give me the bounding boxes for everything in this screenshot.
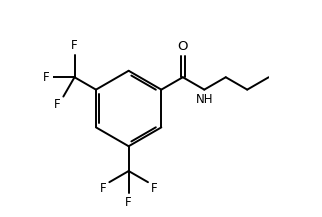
Text: F: F [100, 182, 107, 195]
Text: F: F [71, 39, 78, 52]
Text: F: F [43, 71, 50, 84]
Text: NH: NH [195, 93, 213, 106]
Text: F: F [151, 182, 157, 195]
Text: F: F [125, 196, 132, 209]
Text: O: O [177, 40, 188, 53]
Text: F: F [54, 98, 61, 111]
